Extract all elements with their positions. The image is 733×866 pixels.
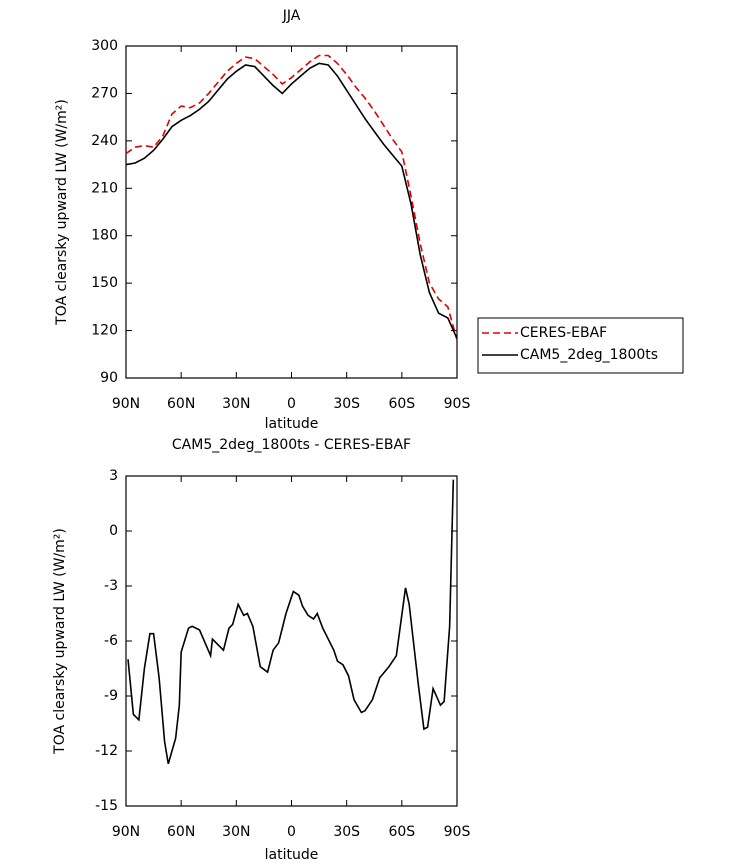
y-axis-label: TOA clearsky upward LW (W/m²) [52,528,68,755]
legend-label: CAM5_2deg_1800ts [520,347,658,363]
x-tick-label: 30N [222,824,250,840]
x-tick-label: 60N [167,824,195,840]
y-tick-label: 180 [91,228,118,244]
y-tick-label: -12 [95,743,118,759]
y-tick-label: -6 [104,633,118,649]
y-tick-label: 210 [91,180,118,196]
series-line [125,62,458,339]
chart-title: CAM5_2deg_1800ts - CERES-EBAF [172,437,411,453]
legend-label: CERES-EBAF [520,325,607,341]
y-tick-label: 270 [91,85,118,101]
x-tick-label: 0 [287,396,296,412]
y-tick-label: 150 [91,275,118,291]
chart-title: JJA [282,8,301,24]
y-tick-label: -9 [104,688,118,704]
y-tick-label: 300 [91,38,118,54]
y-tick-label: 3 [109,468,118,484]
y-tick-label: 120 [91,323,118,339]
x-tick-label: 60S [388,824,415,840]
x-tick-label: 90N [112,824,140,840]
plot-frame [125,475,458,807]
series-line [125,54,458,341]
plot-frame [125,45,458,379]
x-axis-label: latitude [265,847,319,863]
x-tick-label: 30N [222,396,250,412]
y-tick-label: 240 [91,133,118,149]
x-tick-label: 0 [287,824,296,840]
x-tick-label: 60S [388,396,415,412]
x-tick-label: 30S [333,824,360,840]
y-tick-label: -15 [95,798,118,814]
x-axis-label: latitude [265,416,319,432]
y-axis-label: TOA clearsky upward LW (W/m²) [54,99,70,326]
x-tick-label: 90S [444,396,471,412]
x-tick-label: 30S [333,396,360,412]
y-tick-label: 0 [109,523,118,539]
x-tick-label: 60N [167,396,195,412]
y-tick-label: 90 [100,370,118,386]
legend-box [477,317,684,374]
x-tick-label: 90S [444,824,471,840]
series-line [127,479,455,765]
y-tick-label: -3 [104,578,118,594]
x-tick-label: 90N [112,396,140,412]
